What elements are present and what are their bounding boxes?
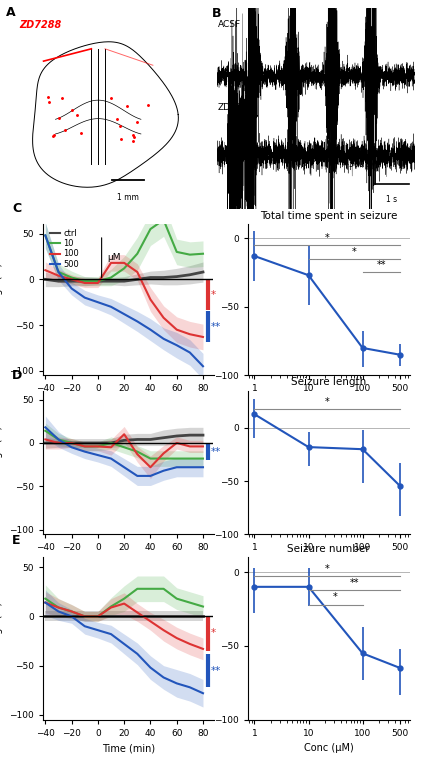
Text: **: ** bbox=[376, 260, 386, 270]
Y-axis label: Rel change (%): Rel change (%) bbox=[0, 426, 3, 499]
Text: C: C bbox=[12, 202, 21, 215]
Text: **: ** bbox=[349, 577, 358, 587]
Text: *: * bbox=[210, 628, 216, 638]
Text: *: * bbox=[324, 233, 329, 243]
Text: 1 s: 1 s bbox=[386, 194, 397, 204]
Text: **: ** bbox=[210, 666, 221, 676]
Text: ACSF: ACSF bbox=[217, 20, 240, 29]
Text: A: A bbox=[6, 6, 16, 19]
Title: Total time spent in seizure: Total time spent in seizure bbox=[259, 211, 397, 221]
Text: ZD7288: ZD7288 bbox=[20, 20, 62, 30]
X-axis label: Conc (μM): Conc (μM) bbox=[303, 743, 353, 753]
Text: 500 μV: 500 μV bbox=[348, 159, 376, 169]
Text: *: * bbox=[210, 290, 216, 300]
Text: *: * bbox=[332, 592, 337, 602]
X-axis label: Conc (μM): Conc (μM) bbox=[303, 557, 353, 567]
X-axis label: Time (min): Time (min) bbox=[101, 743, 154, 753]
Title: Seizure number: Seizure number bbox=[287, 543, 369, 553]
Text: B: B bbox=[211, 7, 221, 19]
Y-axis label: Rel change (%): Rel change (%) bbox=[0, 601, 3, 676]
Text: μM: μM bbox=[106, 253, 120, 262]
Text: 1 mm: 1 mm bbox=[117, 193, 139, 201]
Text: D: D bbox=[12, 369, 22, 382]
Text: **: ** bbox=[210, 447, 221, 457]
Legend: ctrl, 10, 100, 500: ctrl, 10, 100, 500 bbox=[47, 225, 82, 272]
X-axis label: Conc (μM): Conc (μM) bbox=[303, 399, 353, 409]
Text: *: * bbox=[324, 564, 329, 574]
Text: *: * bbox=[351, 247, 356, 257]
Text: ZD7288: ZD7288 bbox=[217, 103, 253, 112]
Title: Seizure length: Seizure length bbox=[291, 377, 366, 387]
X-axis label: Time (min): Time (min) bbox=[101, 399, 154, 409]
Text: E: E bbox=[12, 534, 20, 547]
Y-axis label: Rel change (%): Rel change (%) bbox=[0, 263, 3, 337]
Text: *: * bbox=[324, 397, 329, 407]
Text: **: ** bbox=[210, 322, 221, 332]
X-axis label: Time (min): Time (min) bbox=[101, 557, 154, 567]
